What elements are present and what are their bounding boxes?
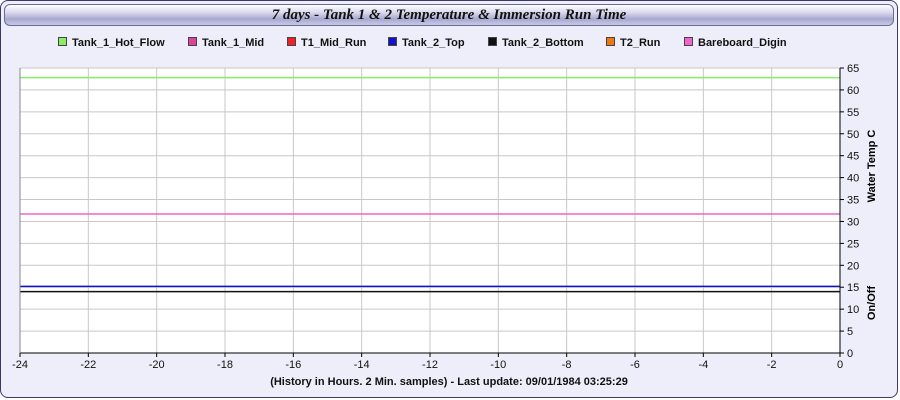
series-lines (20, 76, 840, 293)
y-axis-label: Water Temp C (866, 130, 878, 203)
legend-swatch (606, 37, 615, 46)
x-tick-label: -18 (217, 359, 233, 371)
legend-item-t1-mid-run: T1_Mid_Run (287, 37, 366, 49)
legend: Tank_1_Hot_Flow Tank_1_Mid T1_Mid_Run Ta… (1, 37, 897, 55)
y-tick-label: 40 (847, 173, 859, 185)
y-tick-label: 50 (847, 129, 859, 141)
x-tick-label: -14 (354, 359, 370, 371)
y-tick-label: 55 (847, 107, 859, 119)
legend-item-tank-1-mid: Tank_1_Mid (188, 37, 264, 49)
y-tick-label: 65 (847, 63, 859, 75)
tick-labels: -24 -22 -20 -18 -16 -14 -12 -10 -8 -6 -4 -2 00510152… (12, 63, 859, 371)
chart-footer: (History in Hours. 2 Min. samples) - Las… (270, 376, 628, 388)
x-tick-label: -22 (80, 359, 96, 371)
y-tick-label: 15 (847, 282, 859, 294)
y-tick-label: 20 (847, 260, 859, 272)
y-tick-label: 30 (847, 216, 859, 228)
y-tick-label: 25 (847, 238, 859, 250)
x-tick-label: -2 (767, 359, 777, 371)
y-tick-label: 60 (847, 85, 859, 97)
axes (19, 67, 844, 357)
x-tick-label: -6 (630, 359, 640, 371)
y-tick-label: 5 (847, 326, 853, 338)
x-tick-label: -16 (285, 359, 301, 371)
x-tick-label: 0 (837, 359, 843, 371)
x-tick-label: -4 (698, 359, 708, 371)
x-tick-label: -8 (562, 359, 572, 371)
chart-title: 7 days - Tank 1 & 2 Temperature & Immers… (271, 7, 627, 23)
y-tick-label: 45 (847, 151, 859, 163)
legend-swatch (488, 37, 497, 46)
legend-swatch (388, 37, 397, 46)
legend-item-tank-2-bottom: Tank_2_Bottom (488, 37, 584, 49)
legend-item-bareboard-digin: Bareboard_Digin (684, 37, 787, 49)
y-tick-label: 0 (847, 348, 853, 360)
y-axis-label-secondary: On/Off (866, 286, 878, 321)
legend-item-tank-1-hot-flow: Tank_1_Hot_Flow (58, 37, 165, 49)
legend-swatch (684, 37, 693, 46)
legend-swatch (188, 37, 197, 46)
y-tick-label: 10 (847, 304, 859, 316)
x-tick-label: -24 (12, 359, 28, 371)
y-tick-label: 35 (847, 195, 859, 207)
x-tick-label: -12 (422, 359, 438, 371)
legend-swatch (58, 37, 67, 46)
x-tick-label: -10 (490, 359, 506, 371)
legend-swatch (287, 37, 296, 46)
legend-item-t2-run: T2_Run (606, 37, 660, 49)
legend-item-tank-2-top: Tank_2_Top (388, 37, 465, 49)
x-tick-label: -20 (149, 359, 165, 371)
title-bar: 7 days - Tank 1 & 2 Temperature & Immers… (4, 4, 894, 26)
